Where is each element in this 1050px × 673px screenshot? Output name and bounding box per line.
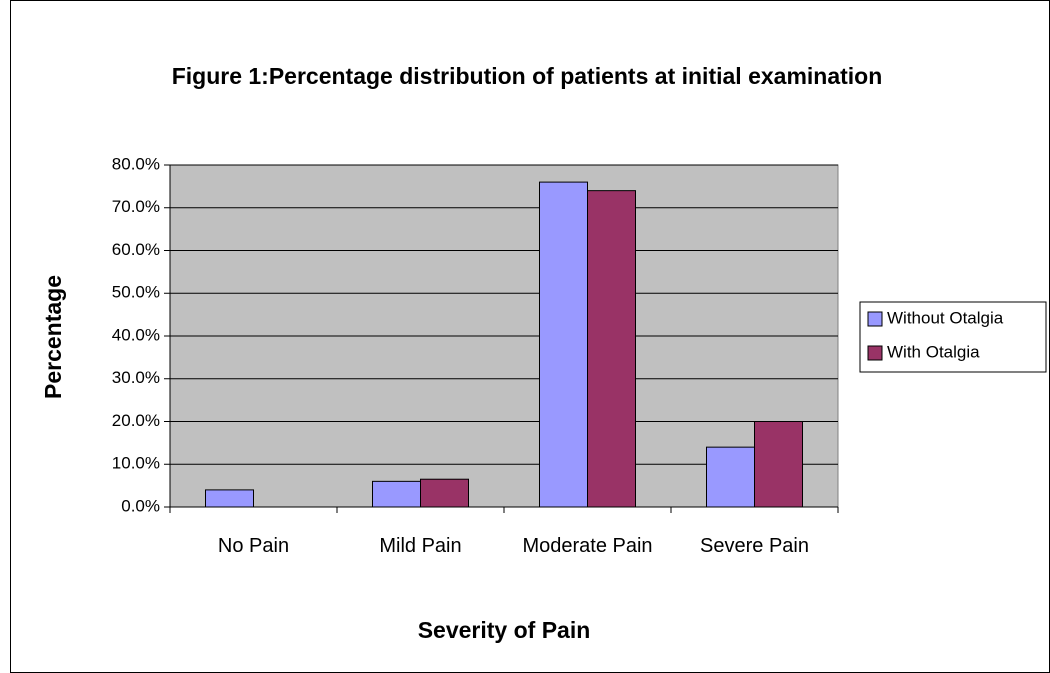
chart-title: Figure 1:Percentage distribution of pati… (172, 63, 883, 89)
bar (754, 421, 803, 508)
x-axis-title: Severity of Pain (418, 617, 591, 643)
y-tick-label: 30.0% (112, 368, 160, 387)
y-tick-label: 70.0% (112, 197, 160, 216)
y-tick-label: 50.0% (112, 283, 160, 302)
x-tick-label: No Pain (218, 535, 289, 557)
legend-swatch (867, 345, 883, 361)
x-tick-label: Moderate Pain (522, 535, 652, 557)
legend-swatch (867, 311, 883, 327)
bar (372, 480, 421, 508)
x-tick-label: Mild Pain (379, 535, 461, 557)
y-tick-label: 60.0% (112, 240, 160, 259)
bar (587, 190, 636, 508)
y-tick-label: 40.0% (112, 325, 160, 344)
y-tick-label: 80.0% (112, 154, 160, 173)
bar (205, 489, 254, 508)
bar (706, 446, 755, 508)
x-tick-label: Severe Pain (700, 535, 809, 557)
bar (420, 478, 469, 508)
y-tick-label: 10.0% (112, 454, 160, 473)
legend-box (859, 301, 1047, 373)
legend-label: With Otalgia (887, 342, 980, 361)
bar (539, 181, 588, 508)
y-tick-label: 20.0% (112, 411, 160, 430)
y-axis-title: Percentage (40, 275, 66, 399)
legend-label: Without Otalgia (887, 308, 1004, 327)
y-tick-label: 0.0% (121, 496, 160, 515)
